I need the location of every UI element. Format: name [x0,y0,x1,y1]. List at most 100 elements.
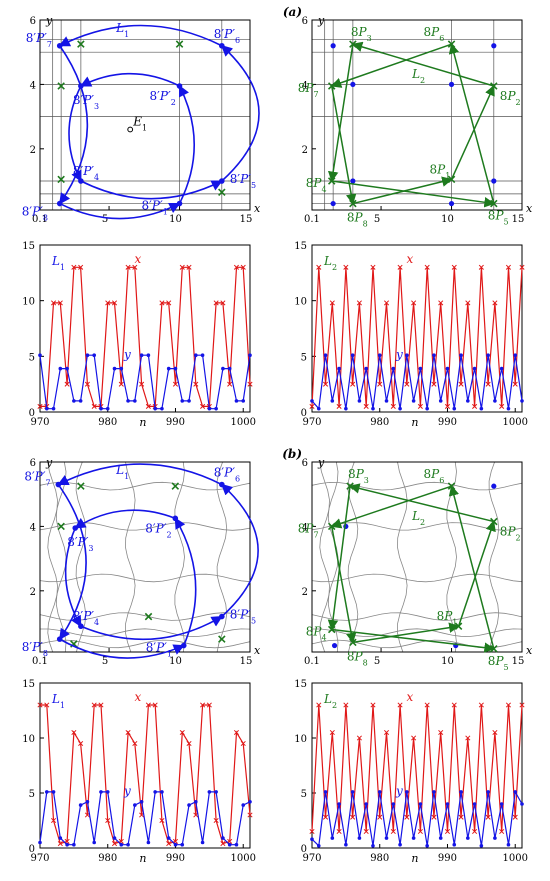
node-marker [219,42,225,49]
data-point-y [513,353,518,358]
data-point-y [425,844,429,848]
data-point-y [472,366,477,371]
saddle-marker [218,635,226,643]
plot-frame [311,682,523,849]
cycle-trajectory [64,527,82,628]
data-point-y [344,842,348,847]
data-point-y [330,836,335,840]
x-axis-label: n [139,852,146,865]
data-point-y [173,366,178,371]
data-point-y [221,836,225,840]
node-marker [491,178,497,184]
data-point-x [125,729,131,736]
data-point-y [452,406,457,411]
data-point-x [64,381,70,387]
point-label: 8′P′2 [145,521,171,539]
data-point-x [91,702,97,708]
y-tick-label: 6 [302,16,308,27]
data-point-y [51,790,56,794]
x-tick-label: 15 [512,656,525,667]
data-point-x [172,381,179,387]
x-tick-label: 0.1 [304,214,320,225]
data-point-x [240,264,246,270]
data-point-x [458,814,464,820]
data-point-y [119,842,124,847]
data-point-x [78,740,84,747]
data-point-x [44,702,50,708]
point-label: 8′P′7 [24,470,50,488]
data-point-x [424,702,430,708]
data-point-x [336,828,342,835]
data-point-y [445,366,450,371]
data-point-x [220,841,226,847]
data-point-y [398,842,402,847]
saddle-marker [327,177,336,185]
data-point-y [323,790,328,794]
cycle-trajectory [59,202,181,220]
x-tick-label: 5 [102,656,108,667]
data-point-y [139,800,144,804]
y-tick-label: 5 [29,789,35,800]
data-point-y [200,353,205,358]
data-point-x [71,264,77,270]
saddle-marker [490,199,498,208]
data-point-y [214,406,218,411]
point-label: 8P4 [306,176,327,194]
point-label: 8P3 [351,25,372,43]
cycle-trajectory [352,176,453,205]
data-point-y [180,842,185,847]
data-point-y [493,836,497,840]
data-point-y [506,842,511,847]
data-point-y [499,366,504,371]
series-label: L1 [115,21,129,39]
x-tick-label: 970 [302,417,321,428]
x-tick-label: 980 [370,417,389,428]
data-point-y [493,399,497,403]
data-point-y [405,790,409,794]
saddle-marker [175,40,184,48]
point-label: 8′P′4 [73,609,99,627]
panel-label: (a) [283,5,302,19]
data-point-x [458,381,464,387]
data-point-y [153,406,157,411]
data-point-y [418,802,423,806]
x-tick-label: 5 [102,214,108,225]
data-point-y [513,790,518,794]
saddle-marker [490,517,498,526]
y-tick-label: 15 [294,679,307,690]
x-tick-label: 980 [370,853,389,864]
data-point-y [126,842,130,847]
point-label: 8P3 [348,467,369,485]
node-marker [55,481,62,488]
data-point-y [323,353,328,358]
x-tick-label: 5 [374,656,380,667]
data-point-x [404,814,410,820]
data-point-y [520,399,524,403]
panel-a-left-series: 970 980 990 1000 0 5 10 15 n L1 x y [22,241,256,429]
separatrix-curve [39,639,251,649]
series-label: L1 [51,692,65,710]
data-point-x [200,403,206,409]
node-marker [56,42,63,49]
data-point-x [206,702,212,708]
data-point-y [160,406,164,411]
data-point-y [214,790,218,794]
point-label: 8P8 [347,211,368,229]
data-point-y [452,842,457,847]
point-label: 8′P′4 [73,164,99,182]
data-point-x [390,403,396,409]
y-tick-label: 15 [294,241,307,252]
y-tick-label: 2 [302,145,308,156]
point-label: 8′P′5 [230,608,256,626]
point-label: 8P5 [488,209,509,227]
data-point-x [465,735,471,741]
data-point-x [519,702,525,708]
saddle-marker [349,199,357,208]
plot-frame [39,682,251,849]
point-label: 8′P′8 [22,205,48,223]
cycle-trajectory [59,638,185,659]
data-point-y [58,836,63,840]
data-point-y [432,353,436,358]
data-point-y [99,406,103,411]
